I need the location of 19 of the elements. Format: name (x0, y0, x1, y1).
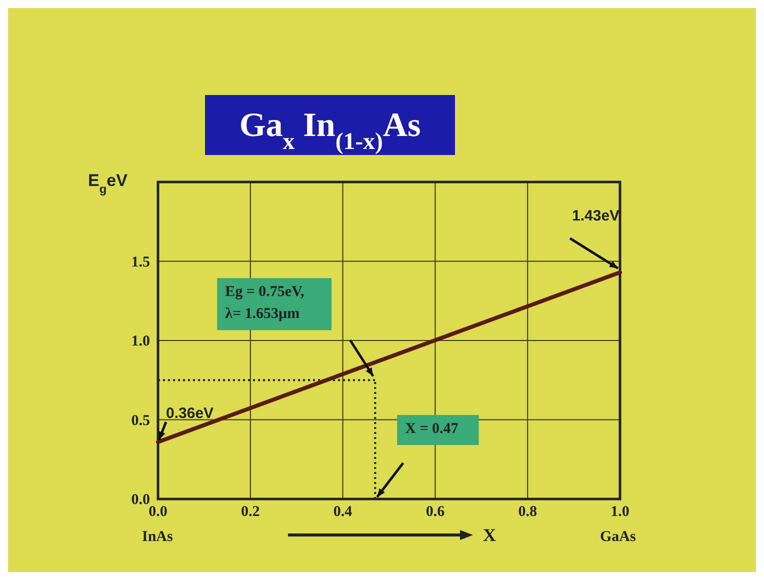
x-tick-label: 0.0 (148, 504, 168, 520)
y-axis-title: E$_{g}$eV (88, 171, 128, 196)
annotation: X = 0.47 (405, 421, 459, 437)
x-tick-label: 0.2 (241, 504, 260, 520)
x-axis-title: X (483, 525, 496, 545)
y-tick-label: 0.5 (131, 412, 150, 429)
y-tick-label: 1.0 (131, 334, 150, 350)
annotation: 1.43eV (572, 207, 620, 224)
y-tick-label: 1.5 (131, 254, 150, 270)
y-tick-label: 0.0 (131, 492, 150, 508)
text: InAs (142, 529, 174, 545)
x-tick-label: 0.6 (426, 504, 446, 520)
annotation: Eg = 0.75eV, λ= 1.653µm (225, 284, 304, 322)
annotation: 0.36eV (166, 404, 214, 422)
x-tick-label: 0.8 (518, 504, 537, 520)
text: GaAs (600, 529, 636, 545)
x-tick-label: 1.0 (610, 504, 630, 520)
x-tick-label: 0.4 (333, 504, 353, 520)
chart-title: Ga$_{x}$ In$_{(1-x)}$As (239, 107, 421, 155)
